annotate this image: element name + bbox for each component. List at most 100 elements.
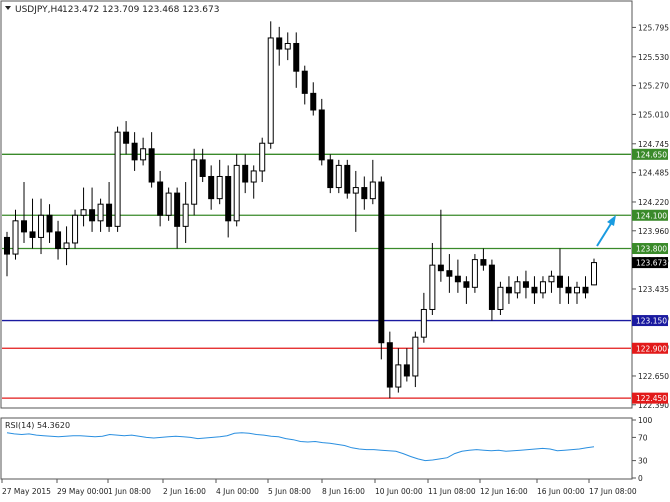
price-tick-label: 122.650 [638,372,669,381]
candle-body [276,37,283,50]
candle-body [250,170,257,183]
candle-body [4,236,10,255]
candle-body [199,159,206,177]
candle-body [29,231,36,238]
candle-body [63,242,70,250]
candle [55,220,62,260]
time-tick-label: 29 May 00:00 [57,487,109,496]
price-tick-label: 124.485 [638,169,669,178]
time-tick-label: 1 Jun 08:00 [108,487,151,496]
time-tick-label: 4 Jun 00:00 [216,487,259,496]
candle [12,209,19,260]
candle [148,132,155,188]
candle-body [386,342,393,388]
level-tag [632,243,668,255]
candle-body [216,175,223,200]
candle-body [505,286,512,294]
candle-body [267,37,274,144]
candle [310,82,317,116]
rsi-tick-label: 30 [638,457,648,466]
price-tick-label: 123.435 [638,285,669,294]
time-tick-label: 10 Jun 00:00 [375,487,423,496]
candle [293,32,300,88]
candle-body [208,175,215,200]
candle-body [301,70,308,94]
candle-body [556,275,563,288]
candle-body [565,286,572,294]
current-price-tag [632,257,668,269]
candle-body [284,42,291,50]
candle-body [259,142,266,172]
level-tag [632,315,668,327]
time-tick-label: 8 Jun 16:00 [322,487,365,496]
level-tag-label: 123.800 [636,245,667,254]
candle [191,148,198,216]
candle [454,259,461,293]
time-axis: 27 May 2015 29 May 00:00 1 Jun 08:00 2 Jun … [1,479,637,496]
symbol-label: USDJPY,H4 [15,5,63,15]
candle [335,159,342,194]
level-tag-label: 122.450 [636,394,667,403]
candle [318,98,325,166]
candle [242,154,249,194]
candle [208,165,215,210]
level-tag-label: 123.150 [636,317,667,326]
candle [301,65,308,105]
candle-body [242,164,249,183]
candle [72,209,79,249]
time-tick-label: 17 Jun 08:00 [589,487,637,496]
candle [471,254,478,293]
candle [276,26,283,66]
current-price-label: 123.673 [636,259,667,268]
candle-body [471,259,478,288]
candle [63,226,70,266]
price-tick-label: 125.270 [638,82,669,91]
candles [4,21,597,399]
candle [216,159,223,205]
candle [123,121,130,155]
rsi-series [6,432,595,462]
candle-body [12,220,19,255]
candle [412,331,419,388]
candle-body [174,192,181,227]
candle [386,331,393,399]
price-tick-label: 124.745 [638,140,669,149]
candle [463,276,470,304]
candle [106,182,113,232]
level-tag-label: 122.900 [636,344,667,353]
time-tick-label: 2 Jun 16:00 [163,487,206,496]
candle-body [72,214,79,244]
price-tick-label: 124.220 [638,198,669,207]
time-tick-label: 11 Jun 08:00 [428,487,476,496]
candle [29,198,36,249]
candle [369,159,376,205]
candle [591,258,597,286]
candle [446,254,453,293]
time-tick-label: 5 Jun 08:00 [268,487,311,496]
candle-body [395,364,402,388]
price-tick-label: 122.390 [638,401,669,410]
candle-body [437,264,444,272]
candle [140,137,147,166]
candle-body [165,192,172,216]
candle-body [233,164,240,222]
candle [352,170,359,232]
candle [403,348,410,382]
candle-body [225,175,232,222]
price-tick-label: 123.960 [638,227,669,236]
candle-body [123,131,130,144]
time-tick-label: 12 Jun 16:00 [480,487,528,496]
candle-body [148,148,155,183]
candle-body [591,262,597,286]
price-tick-label: 125.795 [638,23,669,32]
candle-body [582,286,589,294]
chevron-down-icon[interactable] [5,6,11,10]
rsi-tick-label: 0 [638,474,643,483]
level-tag-label: 124.100 [636,211,667,220]
level-lines [2,153,631,399]
candle-body [522,281,529,288]
candle [284,32,291,61]
candle [531,276,538,304]
candle [582,276,589,299]
